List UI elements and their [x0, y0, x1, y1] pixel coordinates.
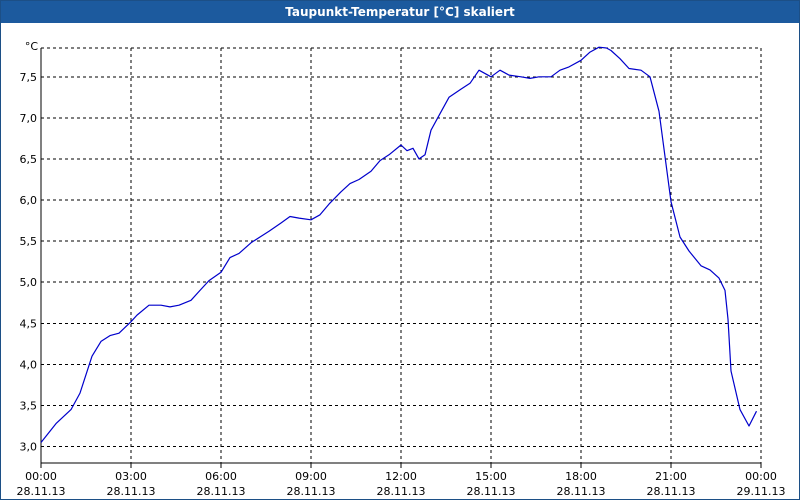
x-tick-date-label: 28.11.13: [197, 485, 246, 498]
x-tick-time-label: 15:00: [475, 470, 507, 483]
x-tick-date-label: 28.11.13: [557, 485, 606, 498]
grid: [41, 47, 761, 463]
x-tick-time-label: 09:00: [295, 470, 327, 483]
y-tick-label: 4,5: [20, 317, 38, 330]
x-tick-time-label: 00:00: [745, 470, 777, 483]
x-tick-time-label: 21:00: [655, 470, 687, 483]
x-tick-time-label: 03:00: [115, 470, 147, 483]
x-tick-time-label: 18:00: [565, 470, 597, 483]
x-tick-time-label: 00:00: [25, 470, 57, 483]
y-tick-label: 5,5: [20, 235, 38, 248]
y-tick-label: 7,5: [20, 71, 38, 84]
chart-title: Taupunkt-Temperatur [°C] skaliert: [1, 1, 799, 23]
x-tick-date-label: 28.11.13: [107, 485, 156, 498]
tick-labels: 3,0 3,5 4,0 4,5 5,0 5,5 6,0 6,5 7,0 7,5 °C 00:00 28.…: [17, 40, 786, 498]
axes: [40, 48, 762, 468]
y-tick-label: 7,0: [20, 112, 38, 125]
y-axis-unit-label: °C: [25, 40, 39, 53]
x-tick-date-label: 28.11.13: [647, 485, 696, 498]
x-tick-date-label: 28.11.13: [17, 485, 66, 498]
y-tick-label: 6,0: [20, 194, 38, 207]
x-tick-time-label: 06:00: [205, 470, 237, 483]
x-tick-date-label: 28.11.13: [467, 485, 516, 498]
x-tick-date-label: 28.11.13: [377, 485, 426, 498]
x-tick-time-label: 12:00: [385, 470, 417, 483]
x-tick-date-label: 28.11.13: [287, 485, 336, 498]
y-tick-label: 3,0: [20, 441, 38, 454]
y-tick-label: 3,5: [20, 399, 38, 412]
y-tick-label: 4,0: [20, 358, 38, 371]
y-tick-label: 6,5: [20, 153, 38, 166]
x-tick-date-label: 29.11.13: [737, 485, 786, 498]
series-line: [40, 46, 758, 443]
series-layer: [40, 46, 758, 443]
y-tick-label: 5,0: [20, 276, 38, 289]
